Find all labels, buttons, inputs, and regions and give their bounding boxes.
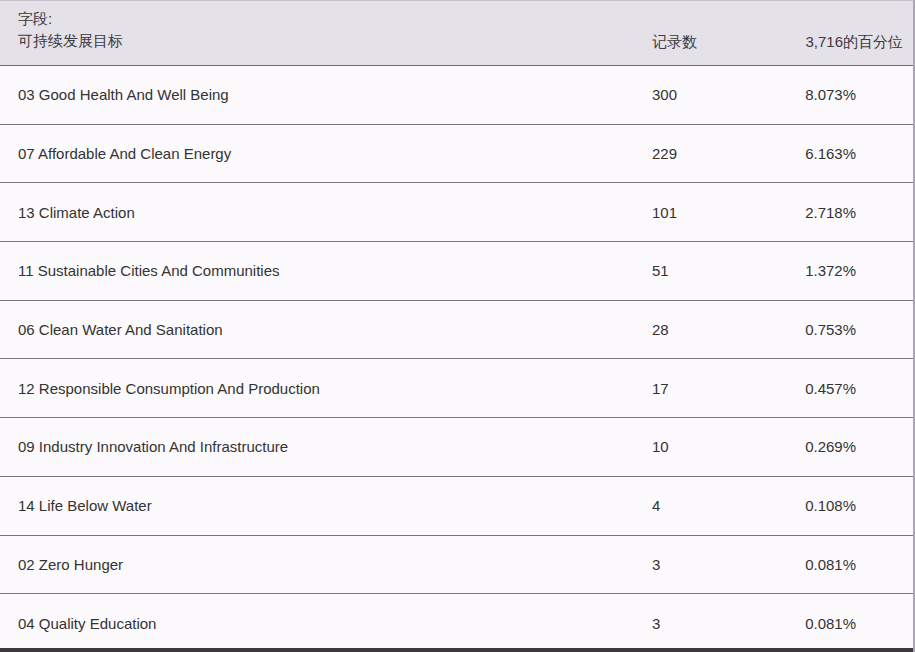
table-row: 06 Clean Water And Sanitation 28 0.753%	[0, 301, 913, 360]
percentile-value: 6.163%	[748, 145, 913, 162]
table-body: 03 Good Health And Well Being 300 8.073%…	[0, 66, 913, 652]
sdg-label: 06 Clean Water And Sanitation	[0, 321, 652, 338]
field-value: 可持续发展目标	[18, 30, 652, 52]
record-count: 3	[652, 556, 748, 573]
record-count: 101	[652, 204, 748, 221]
percentile-value: 1.372%	[748, 262, 913, 279]
record-count: 10	[652, 438, 748, 455]
field-label: 字段:	[18, 8, 652, 30]
sdg-label: 04 Quality Education	[0, 615, 652, 632]
sdg-label: 14 Life Below Water	[0, 497, 652, 514]
sdg-label: 02 Zero Hunger	[0, 556, 652, 573]
record-count: 300	[652, 86, 748, 103]
percentile-value: 8.073%	[748, 86, 913, 103]
table-row: 04 Quality Education 3 0.081%	[0, 594, 913, 652]
sdg-label: 03 Good Health And Well Being	[0, 86, 652, 103]
table-header: 字段: 可持续发展目标 记录数 3,716的百分位	[0, 1, 913, 66]
field-block: 字段: 可持续发展目标	[0, 1, 652, 65]
table-row: 07 Affordable And Clean Energy 229 6.163…	[0, 125, 913, 184]
percentile-value: 0.081%	[748, 556, 913, 573]
record-count: 17	[652, 380, 748, 397]
table-row: 13 Climate Action 101 2.718%	[0, 183, 913, 242]
percentile-value: 0.753%	[748, 321, 913, 338]
sdg-analysis-table: 字段: 可持续发展目标 记录数 3,716的百分位 03 Good Health…	[0, 0, 915, 652]
record-count: 229	[652, 145, 748, 162]
sdg-label: 11 Sustainable Cities And Communities	[0, 262, 652, 279]
percentile-value: 2.718%	[748, 204, 913, 221]
record-count: 28	[652, 321, 748, 338]
percentile-value: 0.081%	[748, 615, 913, 632]
table-row: 02 Zero Hunger 3 0.081%	[0, 536, 913, 595]
table-row: 14 Life Below Water 4 0.108%	[0, 477, 913, 536]
table-row: 12 Responsible Consumption And Productio…	[0, 359, 913, 418]
percentile-value: 0.457%	[748, 380, 913, 397]
sdg-label: 07 Affordable And Clean Energy	[0, 145, 652, 162]
percentile-value: 0.269%	[748, 438, 913, 455]
record-count: 51	[652, 262, 748, 279]
records-column-header: 记录数	[652, 32, 748, 65]
sdg-label: 09 Industry Innovation And Infrastructur…	[0, 438, 652, 455]
percentile-column-header: 3,716的百分位	[748, 32, 913, 65]
record-count: 4	[652, 497, 748, 514]
record-count: 3	[652, 615, 748, 632]
table-row: 09 Industry Innovation And Infrastructur…	[0, 418, 913, 477]
bottom-edge-bar	[0, 648, 913, 652]
sdg-label: 12 Responsible Consumption And Productio…	[0, 380, 652, 397]
table-row: 11 Sustainable Cities And Communities 51…	[0, 242, 913, 301]
sdg-label: 13 Climate Action	[0, 204, 652, 221]
percentile-value: 0.108%	[748, 497, 913, 514]
table-row: 03 Good Health And Well Being 300 8.073%	[0, 66, 913, 125]
